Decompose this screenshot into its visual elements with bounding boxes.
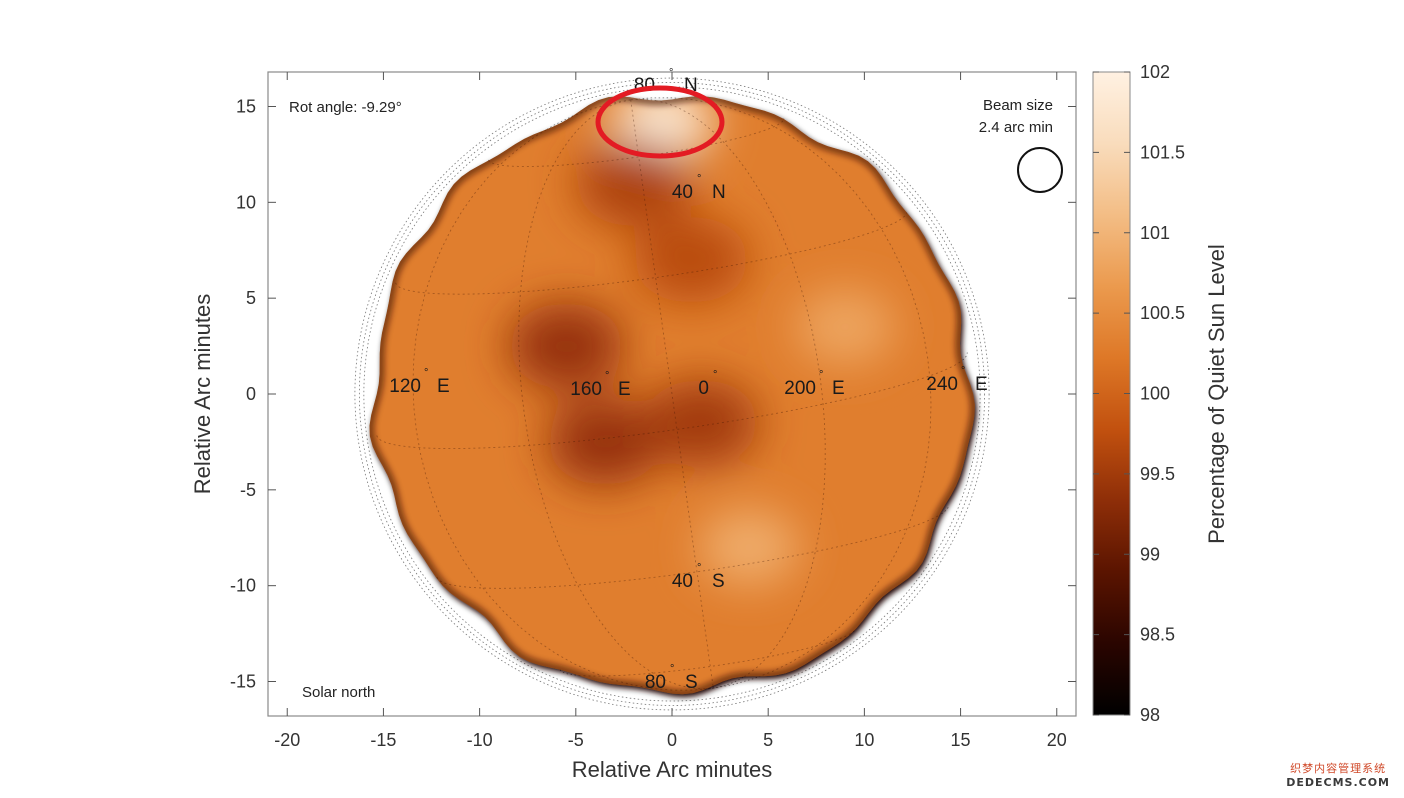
watermark-line2: DEDECMS.COM [1286, 776, 1390, 789]
label-120e-suffix: E [437, 376, 450, 397]
label-40s-deg: ° [697, 562, 701, 574]
grid-overlay-line [559, 627, 856, 677]
colorbar-tick-label: 99.5 [1140, 464, 1175, 484]
disk-feature [633, 216, 749, 304]
label-40s: 40 [672, 571, 693, 592]
colorbar-tick-label: 101.5 [1140, 142, 1185, 162]
label-120e-deg: ° [424, 367, 428, 379]
colorbar-tick-label: 100 [1140, 384, 1170, 404]
y-tick-label: 5 [246, 288, 256, 308]
beam-size-label-line1: Beam size [983, 97, 1053, 114]
label-200e: 200 [784, 378, 816, 399]
disk-interior [369, 96, 975, 695]
watermark: 织梦内容管理系统 DEDECMS.COM [1286, 762, 1390, 790]
solar-disk-heatmap [369, 96, 977, 698]
label-80s: 80 [645, 672, 666, 693]
label-40n: 40 [672, 182, 693, 203]
label-120e: 120 [389, 376, 421, 397]
disk-feature [547, 398, 663, 486]
y-tick-label: -10 [230, 576, 256, 596]
colorbar-tick-label: 100.5 [1140, 303, 1185, 323]
disk-limb [369, 96, 975, 695]
y-axis: 15 10 5 0 -5 -10 -15 [230, 97, 1076, 692]
label-160e-suffix: E [618, 379, 631, 400]
label-200e-deg: ° [819, 369, 823, 381]
x-tick-label: 15 [951, 730, 971, 750]
y-tick-label: 10 [236, 192, 256, 212]
rotation-angle-label: Rot angle: -9.29° [289, 99, 402, 116]
x-tick-label: -10 [467, 730, 493, 750]
solar-north-label: Solar north [302, 684, 375, 701]
label-80s-deg: ° [670, 663, 674, 675]
label-40s-suffix: S [712, 571, 725, 592]
label-40n-suffix: N [712, 182, 726, 203]
x-tick-label: 0 [667, 730, 677, 750]
watermark-line1: 织梦内容管理系统 [1290, 762, 1387, 775]
graticule-labels: 80 ° N 40 ° N 40 ° S 80 ° S 120 ° E 160 … [389, 67, 987, 693]
disk-feature [643, 379, 759, 466]
x-tick-label: 5 [763, 730, 773, 750]
beam-size-circle [1017, 147, 1063, 193]
label-80n-deg: ° [669, 67, 673, 79]
colorbar-tick-label: 101 [1140, 223, 1170, 243]
label-240e: 240 [926, 374, 958, 395]
disk-feature [698, 509, 800, 586]
grid-overlay-line [488, 118, 785, 167]
disk-feature [508, 302, 624, 390]
label-0-deg: ° [713, 369, 717, 381]
grid-ring [358, 82, 986, 706]
y-tick-label: -15 [230, 672, 256, 692]
highlight-ellipse [595, 85, 725, 159]
disk-feature [575, 139, 692, 227]
label-160e: 160 [570, 379, 602, 400]
label-160e-deg: ° [605, 370, 609, 382]
colorbar-label: Percentage of Quiet Sun Level [1204, 244, 1229, 544]
y-axis-label: Relative Arc minutes [190, 294, 215, 495]
x-tick-label: -15 [370, 730, 396, 750]
label-40n-deg: ° [697, 173, 701, 185]
colorbar-tick-label: 98.5 [1140, 625, 1175, 645]
x-tick-label: -5 [568, 730, 584, 750]
colorbar-ticks: 102 101.5 101 100.5 100 99.5 99 98.5 98 [1093, 62, 1185, 725]
colorbar-tick-label: 99 [1140, 544, 1160, 564]
grid-overlay-line [630, 97, 932, 689]
x-axis: -20 -15 -10 -5 0 5 10 15 20 [274, 72, 1067, 750]
grid-overlay-line [518, 99, 714, 690]
y-tick-label: 0 [246, 384, 256, 404]
x-tick-label: 10 [854, 730, 874, 750]
label-240e-deg: ° [961, 365, 965, 377]
label-80s-suffix: S [685, 672, 698, 693]
grid-overlay-line [376, 352, 968, 450]
x-axis-label: Relative Arc minutes [572, 757, 773, 782]
grid-overlay-line [630, 99, 714, 689]
y-tick-label: 15 [236, 97, 256, 117]
label-240e-suffix: E [975, 374, 988, 395]
label-200e-suffix: E [832, 378, 845, 399]
x-tick-label: -20 [274, 730, 300, 750]
grid-overlay-line [412, 99, 714, 691]
y-tick-label: -5 [240, 480, 256, 500]
disk-feature [794, 289, 896, 365]
x-tick-label: 20 [1047, 730, 1067, 750]
beam-size-label-line2: 2.4 arc min [979, 119, 1053, 136]
label-0: 0 [698, 378, 709, 399]
colorbar-tick-label: 98 [1140, 705, 1160, 725]
grid-overlay [376, 97, 968, 691]
colorbar-tick-label: 102 [1140, 62, 1170, 82]
